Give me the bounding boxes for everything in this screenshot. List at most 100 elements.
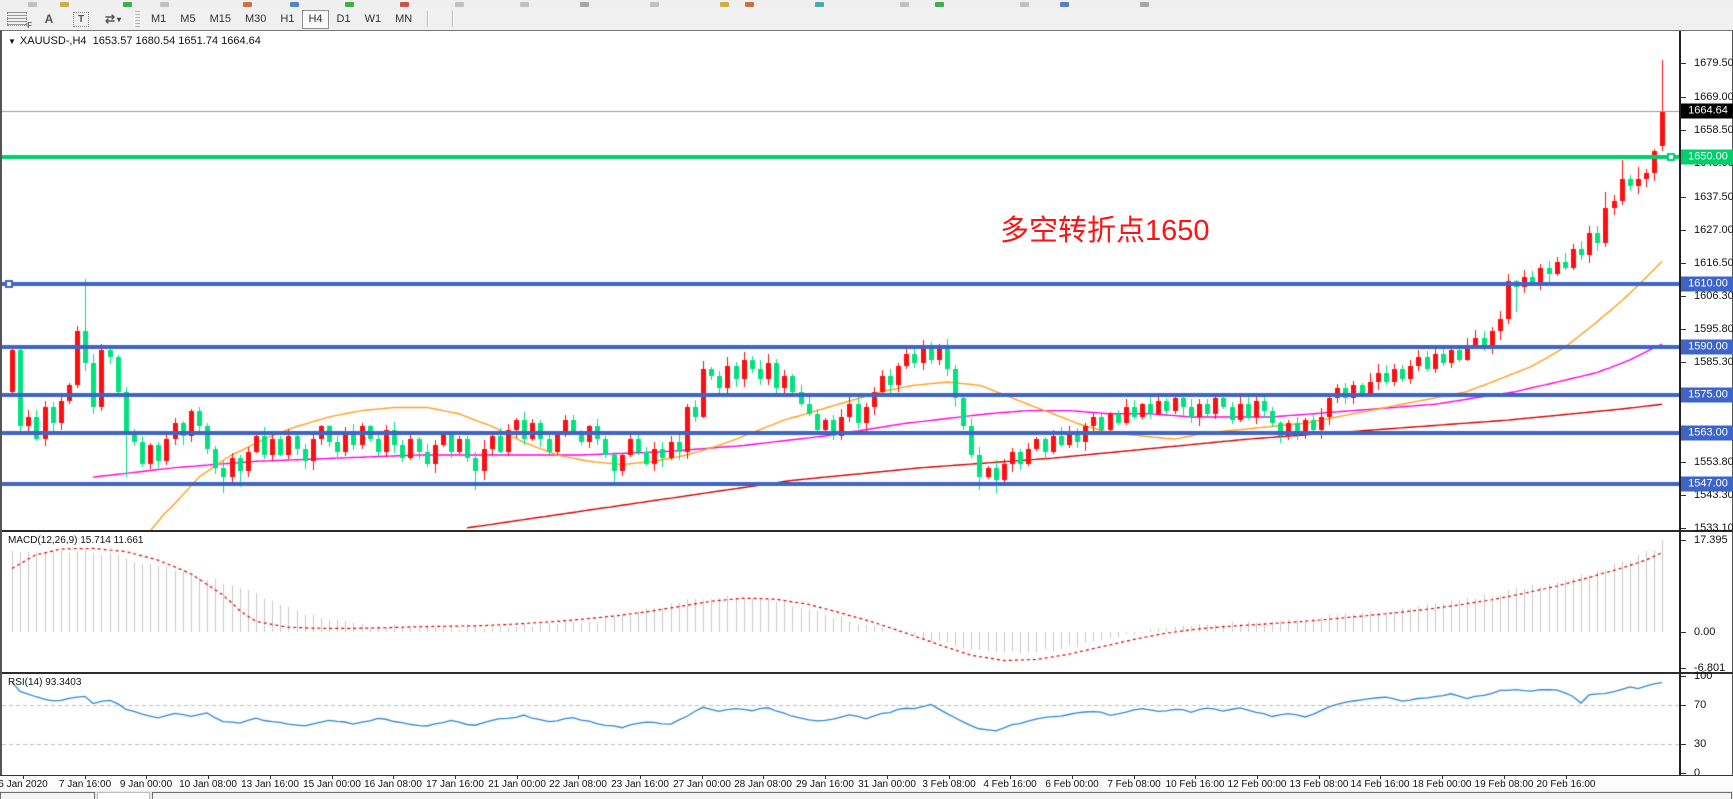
- arrows-icon: ⇄: [104, 12, 116, 26]
- date-tick-mark: [270, 776, 271, 779]
- price-tick-label: 70: [1694, 699, 1707, 711]
- docked-panel-tab: [97, 792, 150, 799]
- date-label: 18 Feb 00:00: [1412, 779, 1472, 790]
- text-box-icon: T: [73, 11, 89, 27]
- label-tool-button[interactable]: A: [38, 9, 60, 29]
- chevron-down-icon: ▾: [117, 14, 122, 24]
- date-label: 14 Feb 16:00: [1350, 779, 1410, 790]
- date-label: 21 Jan 00:00: [488, 779, 546, 790]
- date-label: 28 Jan 08:00: [734, 779, 792, 790]
- toolbar-icon-fragment: [580, 2, 589, 7]
- current-price-badge: 1664.64: [1681, 103, 1733, 119]
- date-label: 23 Jan 16:00: [611, 779, 669, 790]
- timeframe-button-w1[interactable]: W1: [364, 13, 382, 25]
- price-tick-label: 1585.30: [1694, 356, 1733, 368]
- timeframe-button-m5[interactable]: M5: [180, 13, 196, 25]
- panel-splitter-rsi[interactable]: [2, 672, 1733, 674]
- toolbar-icon-fragment: [123, 2, 132, 7]
- toolbar-icon-fragment: [745, 2, 754, 7]
- price-tick-label: 1616.50: [1694, 257, 1733, 269]
- timeframe-button-m1[interactable]: M1: [151, 13, 167, 25]
- date-label: 7 Feb 08:00: [1107, 779, 1161, 790]
- date-tick-mark: [393, 776, 394, 779]
- date-tick-mark: [146, 776, 147, 779]
- rsi-panel-canvas[interactable]: [2, 674, 1679, 775]
- price-tick-mark: [1681, 362, 1686, 363]
- toolbar-icon-fragment: [28, 2, 37, 7]
- timeframe-button-h4[interactable]: H4: [302, 9, 329, 29]
- price-level-badge: 1563.00: [1681, 425, 1733, 441]
- price-tick-mark: [1681, 97, 1686, 98]
- macd-panel-canvas[interactable]: [2, 532, 1679, 672]
- toolbar-icon-fragment: [345, 2, 354, 7]
- date-label: 15 Jan 00:00: [303, 779, 361, 790]
- main-chart-canvas[interactable]: [2, 31, 1679, 530]
- toolbar-icon-fragment: [815, 2, 824, 7]
- price-tick-label: 100: [1694, 670, 1713, 682]
- price-tick-label: 1595.80: [1694, 323, 1733, 335]
- price-tick-mark: [1681, 528, 1686, 529]
- price-tick-label: 1606.30: [1694, 290, 1733, 302]
- toolbar-drag-handle[interactable]: [134, 11, 140, 27]
- timeframe-button-group: M1 M5 M15 M30 H1 H4 D1 W1 MN: [144, 9, 419, 29]
- clipped-bottom-panels: [0, 791, 1733, 799]
- date-tick-mark: [763, 776, 764, 779]
- price-tick-label: 17.395: [1694, 534, 1728, 546]
- toolbar-icon-fragment: [160, 2, 169, 7]
- price-tick-label: 1658.50: [1694, 124, 1733, 136]
- date-label: 13 Feb 08:00: [1289, 779, 1349, 790]
- price-tick-label: 0: [1694, 767, 1701, 779]
- toolbar-icon-fragment: [520, 2, 529, 7]
- macd-label: MACD(12,26,9) 15.714 11.661: [8, 535, 144, 546]
- fibonacci-tool-button[interactable]: F: [6, 9, 32, 30]
- price-tick-mark: [1681, 296, 1686, 297]
- date-tick-mark: [1072, 776, 1073, 779]
- toolbar-icon-fragment: [290, 2, 299, 7]
- toolbar-icon-fragment: [935, 2, 944, 7]
- symbol-dropdown-icon[interactable]: ▼: [8, 37, 16, 46]
- date-label: 20 Feb 16:00: [1536, 779, 1596, 790]
- arrow-objects-button[interactable]: ⇄ ▾: [102, 9, 124, 29]
- date-tick-mark: [1195, 776, 1196, 779]
- timeframe-button-d1[interactable]: D1: [336, 13, 351, 25]
- price-tick-mark: [1681, 63, 1686, 64]
- date-tick-mark: [517, 776, 518, 779]
- date-label: 16 Jan 08:00: [364, 779, 422, 790]
- date-tick-mark: [332, 776, 333, 779]
- date-label: 12 Feb 00:00: [1227, 779, 1287, 790]
- date-tick-mark: [1442, 776, 1443, 779]
- date-tick-mark: [1257, 776, 1258, 779]
- date-label: 6 Jan 2020: [0, 779, 48, 790]
- toolbar-icon-fragment: [650, 2, 659, 7]
- date-tick-mark: [1504, 776, 1505, 779]
- price-tick-mark: [1681, 230, 1686, 231]
- date-tick-mark: [1319, 776, 1320, 779]
- toolbar-icon-fragment: [455, 2, 464, 7]
- timeframe-button-m30[interactable]: M30: [244, 13, 267, 25]
- timeframe-button-m15[interactable]: M15: [209, 13, 231, 25]
- date-label: 13 Jan 16:00: [241, 779, 299, 790]
- chart-title-symbol: XAUUSD-,H4: [19, 35, 87, 47]
- date-tick-mark: [1566, 776, 1567, 779]
- price-tick-label: 1679.50: [1694, 57, 1733, 69]
- timeframe-button-h1[interactable]: H1: [280, 13, 295, 25]
- date-label: 22 Jan 08:00: [549, 779, 607, 790]
- price-level-badge: 1547.00: [1681, 476, 1733, 492]
- price-tick-label: 1533.10: [1694, 522, 1733, 534]
- price-tick-mark: [1681, 130, 1686, 131]
- timeframe-button-mn[interactable]: MN: [395, 13, 413, 25]
- date-label: 31 Jan 00:00: [858, 779, 916, 790]
- price-tick-label: 1637.50: [1694, 191, 1733, 203]
- date-tick-mark: [640, 776, 641, 779]
- price-tick-mark: [1681, 676, 1686, 677]
- date-label: 4 Feb 16:00: [983, 779, 1037, 790]
- panel-splitter-macd[interactable]: [2, 530, 1733, 532]
- text-tool-button[interactable]: T: [70, 9, 92, 29]
- date-tick-mark: [85, 776, 86, 779]
- chart-text-annotation[interactable]: 多空转折点1650: [1000, 215, 1210, 247]
- date-tick-mark: [23, 776, 24, 779]
- date-label: 6 Feb 00:00: [1045, 779, 1099, 790]
- price-tick-mark: [1681, 263, 1686, 264]
- date-axis[interactable]: 6 Jan 2020 7 Jan 16:00 9 Jan 00:00 10 Jan 0…: [0, 775, 1733, 792]
- price-tick-mark: [1681, 197, 1686, 198]
